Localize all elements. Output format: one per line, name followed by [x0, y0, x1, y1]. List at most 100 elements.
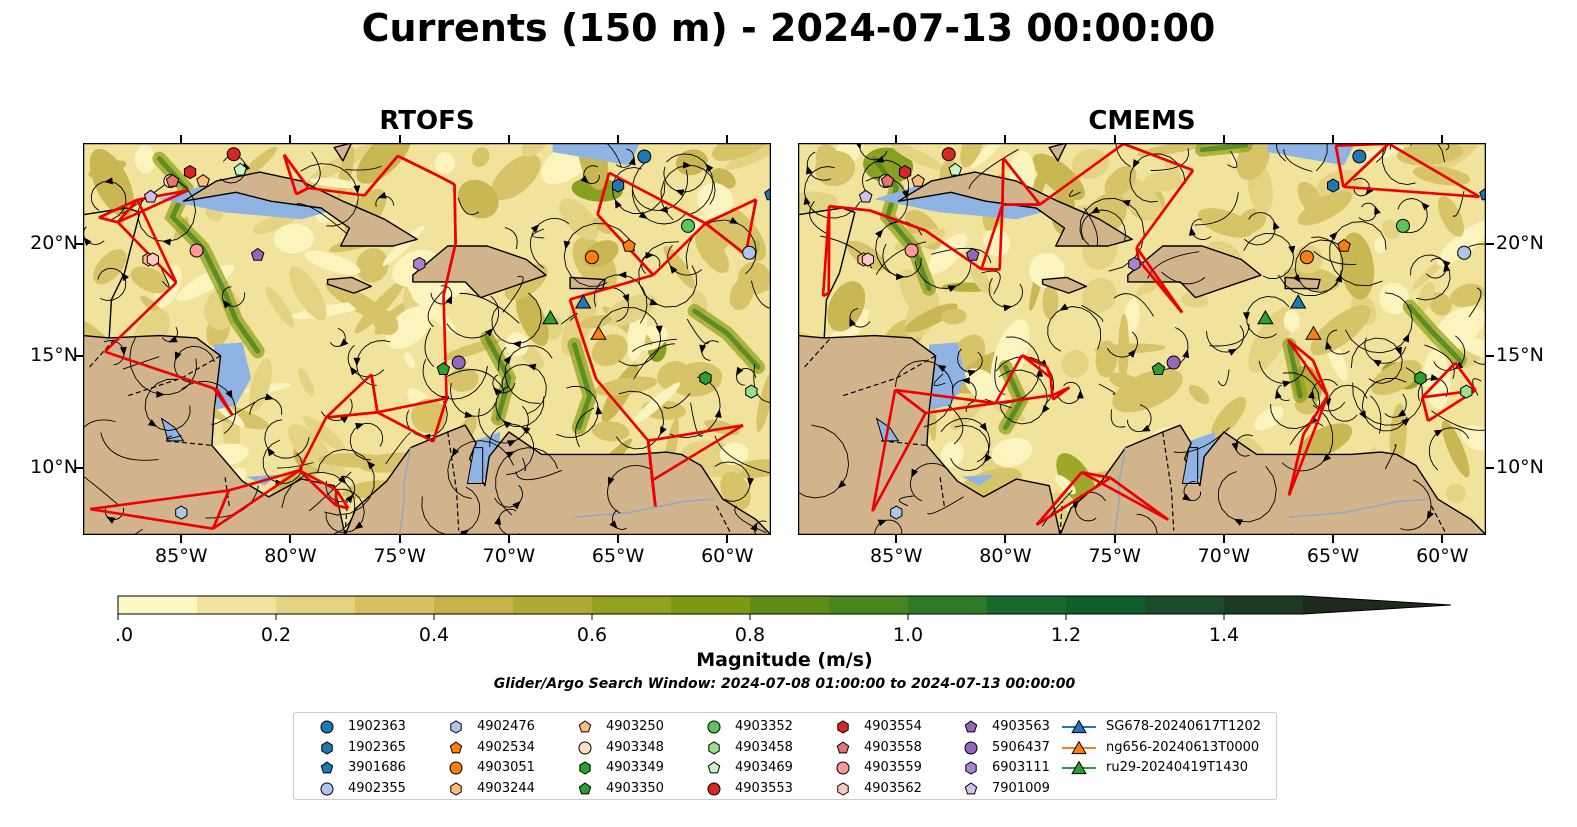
national-border: [1059, 501, 1063, 535]
legend-label: 4903244: [477, 780, 535, 796]
legend-marker: [450, 720, 462, 734]
glider-SG678-20240617T1202: [574, 294, 592, 309]
lat-tick-label: 10°N: [1496, 455, 1544, 478]
argo-float-4902534: [1337, 238, 1351, 252]
colorbar: 0.0 0.2 0.4 0.6 0.8 1.0 1.2 1.4: [116, 595, 1452, 646]
argo-float-4903553: [226, 147, 241, 162]
lon-tick-mark: [726, 535, 729, 543]
lon-tick-label: 70°W: [1197, 545, 1251, 567]
lon-tick-mark: [1222, 135, 1225, 143]
lon-tick-label: 60°W: [701, 545, 754, 567]
streamlines: [798, 143, 1486, 535]
lon-tick-label: 65°W: [1306, 545, 1360, 567]
legend-marker: [449, 740, 463, 753]
argo-float-4903051: [1299, 250, 1314, 265]
legend-label: 4903458: [735, 739, 793, 755]
argo-float-4902476: [890, 505, 903, 520]
legend-marker: [707, 782, 721, 795]
legend-marker: [707, 720, 721, 734]
legend-label: 4903349: [606, 760, 664, 775]
lon-tick-mark: [1004, 135, 1007, 143]
lon-tick-label: 85°W: [870, 545, 923, 567]
shallow-water: [1267, 143, 1355, 166]
lon-tick-mark: [617, 135, 620, 143]
river: [574, 498, 715, 518]
lon-tick-mark: [1441, 535, 1444, 543]
argo-float-5906437: [451, 355, 466, 370]
legend-label: 4903559: [864, 760, 922, 775]
glider-SG678-20240617T1202: [1289, 294, 1307, 309]
argo-float-1902363: [637, 149, 652, 164]
lon-tick-label: 80°W: [979, 545, 1032, 567]
legend-label: 4903558: [864, 739, 922, 755]
argo-float-6903111: [1128, 256, 1141, 272]
lat-tick-label: 10°N: [30, 455, 78, 478]
argo-float-3901686: [1479, 187, 1486, 201]
legend-label: 4903562: [864, 780, 922, 796]
argo-float-4902534: [622, 238, 636, 252]
lon-tick-mark: [1441, 135, 1444, 143]
lon-tick-mark: [617, 535, 620, 543]
lat-tick-mark: [1486, 466, 1494, 469]
map-frame: [83, 143, 771, 535]
argo-float-5906437: [1166, 355, 1181, 370]
national-border: [939, 476, 945, 506]
map-frame: [798, 143, 1486, 535]
legend-marker: [836, 740, 850, 753]
argo-float-4903458: [1460, 384, 1473, 399]
colorbar-bin: [829, 596, 909, 614]
shallow-water: [214, 342, 252, 410]
argo-float-4903352: [1396, 218, 1411, 233]
legend-label: 4903350: [606, 780, 664, 796]
map-panel-rtofs: [83, 143, 771, 535]
legend-label: 5906437: [992, 739, 1050, 755]
lon-tick-mark: [507, 135, 510, 143]
legend-label: 1902363: [348, 719, 406, 734]
lon-tick-mark: [895, 135, 898, 143]
map-panel-cmems: [798, 143, 1486, 535]
lon-tick-mark: [180, 135, 183, 143]
colorbar-bin: [355, 596, 435, 614]
argo-float-1902365: [612, 178, 625, 193]
lon-tick-mark: [1222, 535, 1225, 543]
legend-label: 4903469: [735, 760, 793, 775]
legend-marker: [320, 761, 334, 774]
legend-label: 4902476: [477, 719, 535, 734]
lon-tick-mark: [1332, 535, 1335, 543]
national-border: [1162, 431, 1175, 531]
argo-float-4902355: [742, 245, 757, 260]
colorbar-bin: [197, 596, 277, 614]
lon-tick-mark: [180, 535, 183, 543]
legend-marker: [320, 782, 334, 795]
gliders: [1257, 294, 1322, 340]
legend-label: 4903348: [606, 739, 664, 755]
colorbar-tick-label: 0.0: [116, 624, 133, 646]
legend-label: 4902534: [477, 739, 535, 755]
argo-float-4903553: [941, 147, 956, 162]
colorbar-tick-label: 1.0: [893, 624, 923, 646]
legend-marker: [1062, 760, 1096, 775]
argo-float-4903349: [1414, 371, 1427, 386]
lon-tick-mark: [398, 535, 401, 543]
lon-tick-mark: [895, 535, 898, 543]
legend-marker: [1062, 740, 1096, 754]
glider-ng656-20240613T0000: [590, 325, 607, 340]
argo-float-4903562: [861, 252, 874, 267]
argo-float-4903352: [681, 218, 696, 233]
argo-float-4903458: [745, 384, 758, 399]
argo-float-4903250: [196, 173, 210, 187]
eddy-boundaries: [821, 143, 1481, 526]
colorbar-extend-arrow: [1303, 596, 1451, 614]
river: [398, 447, 412, 535]
lat-tick-mark: [1486, 354, 1494, 357]
legend-label: 4903554: [864, 719, 922, 734]
legend-label: 4903352: [735, 719, 793, 734]
legend-label: 4903553: [735, 780, 793, 796]
legend: 1902363 1902365 3901686 4902355 4902476 49025…: [293, 712, 1277, 800]
legend-marker: [836, 761, 850, 775]
legend-label: 6903111: [992, 760, 1050, 775]
lat-tick-label: 20°N: [30, 231, 78, 254]
lon-tick-mark: [507, 535, 510, 543]
colorbar-label: Magnitude (m/s): [696, 649, 873, 671]
argo-float-3901686: [764, 187, 771, 201]
